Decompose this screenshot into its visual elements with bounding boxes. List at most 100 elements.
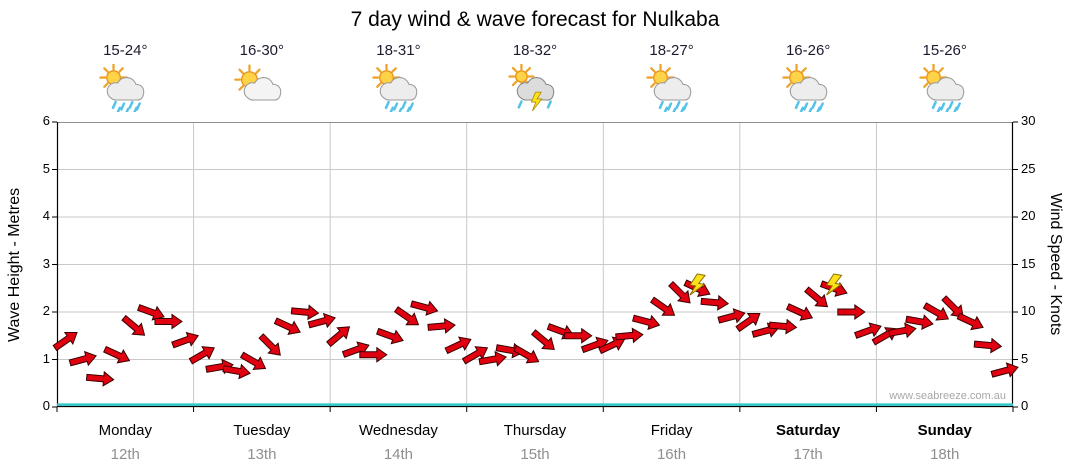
wind-barb xyxy=(564,327,593,344)
wind-barb xyxy=(649,296,676,316)
wind-barb-shape xyxy=(68,350,97,367)
day-date: 15th xyxy=(520,446,550,463)
wind-barb xyxy=(700,294,730,311)
wind-barb xyxy=(837,304,866,320)
wind-barb-shape xyxy=(668,280,691,304)
weather-icon-sun-cloud-rain xyxy=(917,63,973,116)
day-name: Tuesday xyxy=(233,422,291,439)
day-temp: 15-26° xyxy=(922,42,967,59)
wind-barb xyxy=(393,306,420,326)
wind-barb xyxy=(668,280,691,304)
day-temp: 18-27° xyxy=(649,42,694,59)
weather-icon-sun-cloud-rain xyxy=(97,63,153,116)
day-name: Monday xyxy=(98,422,152,439)
wind-barb-shape xyxy=(154,313,183,330)
wind-barb xyxy=(941,295,964,318)
wind-barb-shape xyxy=(478,351,507,367)
wind-barb-shape xyxy=(326,326,351,348)
wind-barb xyxy=(478,351,507,367)
day-date: 12th xyxy=(110,446,140,463)
right-axis-tick: 20 xyxy=(1021,208,1036,223)
wind-barb-shape xyxy=(888,322,917,339)
wind-barb xyxy=(530,329,555,351)
wind-barb-shape xyxy=(307,312,336,329)
wind-barb-shape xyxy=(564,327,593,344)
left-axis-tick: 3 xyxy=(42,255,50,271)
wind-barb-shape xyxy=(52,331,78,352)
wind-barb-shape xyxy=(427,318,456,334)
wind-barb-shape xyxy=(222,363,251,380)
wind-barb xyxy=(222,363,251,380)
day-temp: 16-30° xyxy=(239,42,285,59)
wind-barb-shape xyxy=(768,318,798,335)
weather-icon-sun-cloud-rain xyxy=(644,63,700,116)
wind-barb-shape xyxy=(990,362,1019,378)
day-name: Saturday xyxy=(776,422,841,439)
chart-title: 7 day wind & wave forecast for Nulkaba xyxy=(350,8,720,31)
wind-barb-shape xyxy=(171,331,200,349)
wind-barb-shape xyxy=(973,337,1003,354)
wind-barb xyxy=(410,300,439,316)
day-temp: 18-32° xyxy=(512,42,558,59)
wind-barb-shape xyxy=(103,345,131,364)
wind-barb xyxy=(854,322,882,339)
day-name: Sunday xyxy=(917,422,972,439)
left-axis-tick: 6 xyxy=(42,113,50,128)
wind-barb xyxy=(290,304,320,321)
day-name: Friday xyxy=(650,422,693,439)
day-temp: 16-26° xyxy=(785,42,831,59)
wind-barb-shape xyxy=(239,351,267,371)
wind-barb xyxy=(632,314,661,331)
wind-barb-shape xyxy=(615,327,644,344)
wind-barb xyxy=(513,344,540,364)
wind-barb xyxy=(258,333,281,356)
wind-barb xyxy=(717,308,746,324)
wind-barb-shape xyxy=(121,314,146,336)
right-axis-tick: 15 xyxy=(1021,255,1036,271)
right-axis-tick: 30 xyxy=(1021,113,1036,128)
wind-barb-shape xyxy=(258,333,281,356)
wind-barb xyxy=(804,286,829,308)
wind-barb xyxy=(990,362,1019,378)
weather-icon-storm xyxy=(507,63,563,112)
lightning-marker xyxy=(825,273,843,296)
wind-barb-shape xyxy=(649,296,676,316)
right-axis-tick: 25 xyxy=(1021,160,1036,176)
wind-barb xyxy=(427,318,456,334)
wind-barb-shape xyxy=(444,336,472,355)
wind-barb xyxy=(359,346,388,363)
day-temp: 15-24° xyxy=(103,42,148,59)
wind-barb xyxy=(768,318,798,335)
wind-barb xyxy=(444,336,472,355)
wind-barb-shape xyxy=(700,294,730,311)
wind-barb xyxy=(888,322,917,339)
wind-barb xyxy=(785,303,814,321)
day-date: 13th xyxy=(247,446,277,463)
wind-barb xyxy=(239,351,267,371)
wind-barb xyxy=(956,312,984,331)
wind-barb xyxy=(154,313,183,330)
lightning-bolt-shape xyxy=(825,273,843,296)
day-date: 14th xyxy=(383,446,414,463)
wind-barb xyxy=(615,327,644,344)
wind-barb xyxy=(376,327,404,345)
day-date: 17th xyxy=(793,446,823,463)
wind-barb-shape xyxy=(922,302,950,321)
wind-barb xyxy=(735,312,761,333)
wind-barb xyxy=(905,314,934,330)
wind-barb-shape xyxy=(188,346,215,365)
wind-barb-shape xyxy=(376,327,404,345)
lightning-marker xyxy=(689,273,706,296)
wind-barb-shape xyxy=(461,346,489,365)
wind-barb-shape xyxy=(854,322,882,339)
wind-barb-shape xyxy=(85,370,115,387)
wind-barb xyxy=(326,326,351,348)
left-axis-tick: 1 xyxy=(42,350,50,366)
wind-barb-shape xyxy=(410,300,439,316)
wind-barb-shape xyxy=(632,314,661,331)
day-date: 16th xyxy=(656,446,687,463)
weather-icon-sun-cloud-rain xyxy=(780,63,836,116)
wind-barb xyxy=(273,317,301,335)
wind-barb-shape xyxy=(804,286,829,308)
